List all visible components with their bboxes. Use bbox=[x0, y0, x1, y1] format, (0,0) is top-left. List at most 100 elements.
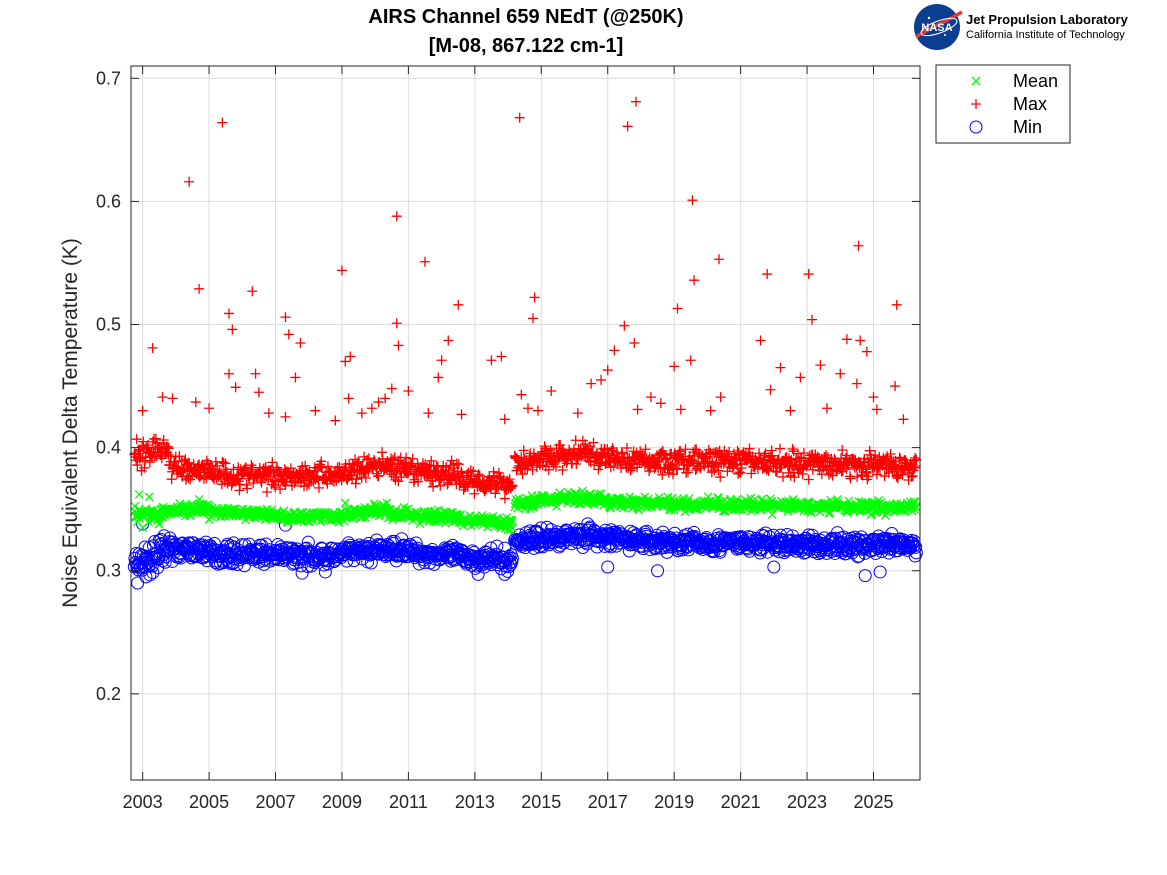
max-point bbox=[715, 472, 726, 483]
max-outlier-point bbox=[821, 403, 832, 414]
max-outlier-point bbox=[356, 408, 367, 419]
min-point bbox=[713, 545, 727, 559]
x-tick-label: 2021 bbox=[721, 792, 761, 812]
data-points bbox=[127, 96, 923, 590]
max-outlier-point bbox=[619, 320, 630, 331]
max-point bbox=[303, 468, 314, 479]
max-outlier-point bbox=[194, 283, 205, 294]
max-outlier-point bbox=[807, 314, 818, 325]
max-point bbox=[682, 467, 693, 478]
legend-label-mean: Mean bbox=[1013, 71, 1058, 91]
min-outlier-point bbox=[139, 570, 153, 584]
y-tick-label: 0.7 bbox=[96, 68, 121, 88]
max-outlier-point bbox=[890, 381, 901, 392]
max-point bbox=[632, 462, 643, 473]
max-point bbox=[550, 461, 561, 472]
x-tick-label: 2015 bbox=[521, 792, 561, 812]
min-point bbox=[505, 555, 519, 569]
max-point bbox=[158, 435, 169, 446]
max-outlier-point bbox=[629, 337, 640, 348]
x-tick-label: 2023 bbox=[787, 792, 827, 812]
max-outlier-point bbox=[230, 382, 241, 393]
max-point bbox=[735, 467, 746, 478]
max-outlier-point bbox=[403, 385, 414, 396]
max-point bbox=[724, 446, 735, 457]
max-point bbox=[775, 443, 786, 454]
max-outlier-point bbox=[436, 355, 447, 366]
max-outlier-point bbox=[420, 256, 431, 267]
max-outlier-point bbox=[453, 299, 464, 310]
max-outlier-point bbox=[250, 368, 261, 379]
max-outlier-point bbox=[253, 387, 264, 398]
max-point bbox=[275, 484, 286, 495]
max-outlier-point bbox=[224, 308, 235, 319]
max-point bbox=[131, 434, 142, 445]
max-outlier-point bbox=[546, 385, 557, 396]
max-outlier-point bbox=[184, 176, 195, 187]
min-point bbox=[301, 535, 315, 549]
nasa-wordmark: NASA bbox=[921, 22, 952, 34]
max-point bbox=[446, 455, 457, 466]
min-point bbox=[174, 551, 188, 565]
y-axis-label: Noise Equivalent Delta Temperature (K) bbox=[59, 238, 82, 608]
max-point bbox=[837, 445, 848, 456]
max-point bbox=[474, 470, 485, 481]
max-outlier-point bbox=[336, 265, 347, 276]
min-point bbox=[501, 551, 515, 565]
max-outlier-point bbox=[871, 404, 882, 415]
max-point bbox=[710, 459, 721, 470]
min-outlier-point bbox=[858, 569, 872, 583]
max-outlier-point bbox=[630, 96, 641, 107]
min-point bbox=[351, 547, 365, 561]
max-point bbox=[164, 443, 175, 454]
max-point bbox=[798, 447, 809, 458]
max-point bbox=[852, 471, 863, 482]
y-tick-label: 0.5 bbox=[96, 315, 121, 335]
chart-subtitle: [M-08, 867.122 cm-1] bbox=[429, 35, 624, 57]
max-outlier-point bbox=[705, 405, 716, 416]
max-point bbox=[360, 472, 371, 483]
max-point bbox=[212, 460, 223, 471]
max-point bbox=[285, 463, 296, 474]
max-outlier-point bbox=[386, 383, 397, 394]
y-tick-label: 0.3 bbox=[96, 561, 121, 581]
max-outlier-point bbox=[596, 374, 607, 385]
max-outlier-point bbox=[655, 398, 666, 409]
max-point bbox=[313, 482, 324, 493]
max-outlier-point bbox=[622, 121, 633, 132]
max-point bbox=[198, 473, 209, 484]
max-point bbox=[316, 462, 327, 473]
max-outlier-point bbox=[373, 397, 384, 408]
max-outlier-point bbox=[765, 384, 776, 395]
max-point bbox=[845, 473, 856, 484]
max-point bbox=[507, 480, 518, 491]
max-outlier-point bbox=[340, 356, 351, 367]
max-outlier-point bbox=[527, 313, 538, 324]
max-outlier-point bbox=[632, 404, 643, 415]
min-outlier-point bbox=[318, 565, 332, 579]
max-point bbox=[174, 451, 185, 462]
max-point bbox=[517, 469, 528, 480]
max-outlier-point bbox=[675, 404, 686, 415]
max-point bbox=[722, 466, 733, 477]
max-point bbox=[147, 452, 158, 463]
max-point bbox=[593, 464, 604, 475]
max-outlier-point bbox=[795, 372, 806, 383]
max-point bbox=[468, 466, 479, 477]
max-point bbox=[261, 487, 272, 498]
max-point bbox=[302, 480, 313, 491]
x-tick-label: 2013 bbox=[455, 792, 495, 812]
x-tick-label: 2025 bbox=[853, 792, 893, 812]
max-point bbox=[396, 472, 407, 483]
max-point bbox=[796, 452, 807, 463]
max-point bbox=[203, 458, 214, 469]
max-outlier-point bbox=[147, 342, 158, 353]
min-point bbox=[176, 536, 190, 550]
legend: Mean Max Min bbox=[935, 64, 1071, 144]
max-point bbox=[909, 462, 920, 473]
min-point bbox=[583, 520, 597, 534]
max-outlier-point bbox=[190, 397, 201, 408]
max-outlier-point bbox=[380, 393, 391, 404]
max-point bbox=[617, 448, 628, 459]
